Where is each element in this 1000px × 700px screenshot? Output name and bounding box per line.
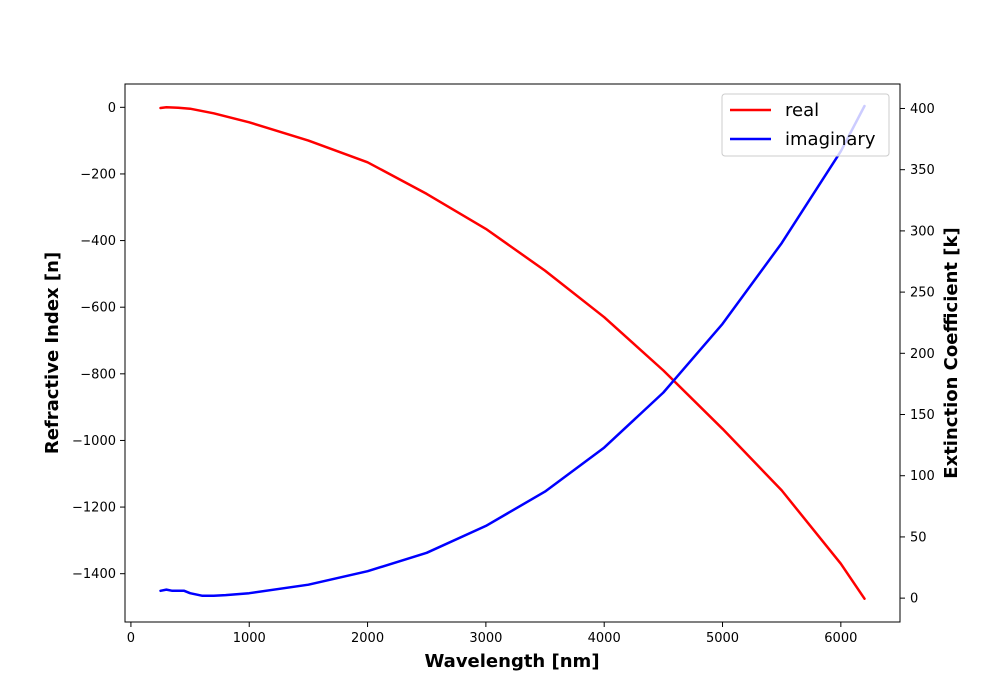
y2-tick-label: 300 [910,224,935,239]
y-tick-label: −400 [80,234,116,249]
x-tick-label: 6000 [824,631,857,646]
y2-tick-label: 400 [910,102,935,117]
y-tick-label: −800 [80,367,116,382]
series-line-real [159,106,866,600]
y-axis-left: 0 −200 −400 −600 −800 −1000 −1200 −1400 [72,101,125,582]
y-tick-label: −1400 [72,567,116,582]
y-axis-right: 0 50 100 150 200 250 300 350 400 [900,102,935,607]
y2-tick-label: 250 [910,286,935,301]
legend-label-real: real [785,100,819,121]
x-tick-label: 1000 [233,631,266,646]
x-tick-label: 5000 [706,631,739,646]
legend: real imaginary [721,93,890,157]
x-axis-label: Wavelength [nm] [424,651,599,672]
series-line-imaginary [159,104,866,597]
series-layer [159,104,866,600]
y-tick-label: −200 [80,167,116,182]
x-tick-label: 4000 [588,631,621,646]
x-tick-label: 0 [127,631,135,646]
y2-tick-label: 0 [910,592,918,607]
y2-tick-label: 200 [910,347,935,362]
y-tick-label: 0 [108,101,116,116]
y-tick-label: −1000 [72,434,116,449]
x-tick-label: 3000 [469,631,502,646]
x-tick-label: 2000 [351,631,384,646]
y2-tick-label: 350 [910,163,935,178]
y-axis-label: Refractive Index [n] [42,252,63,454]
y-tick-label: −1200 [72,501,116,516]
y-tick-label: −600 [80,301,116,316]
x-axis: 0 1000 2000 3000 4000 5000 6000 [127,622,857,646]
y2-tick-label: 100 [910,469,935,484]
y2-tick-label: 50 [910,530,927,545]
y2-tick-label: 150 [910,408,935,423]
plot-area [125,84,900,622]
y2-axis-label: Extinction Coefficient [k] [941,227,962,478]
legend-label-imaginary: imaginary [785,129,876,150]
